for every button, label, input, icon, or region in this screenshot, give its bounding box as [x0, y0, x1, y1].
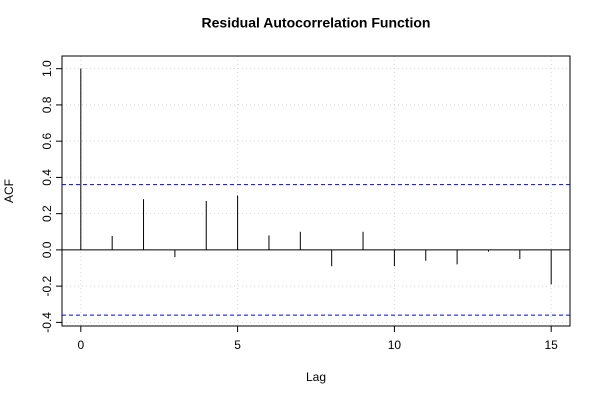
y-tick-label: 0.0 — [40, 241, 54, 258]
y-tick-label: 0.2 — [40, 205, 54, 222]
y-axis-label: ACF — [2, 179, 16, 203]
y-tick-label: -0.4 — [40, 312, 54, 333]
y-tick-label: 0.6 — [40, 133, 54, 150]
chart-title: Residual Autocorrelation Function — [202, 15, 431, 31]
x-tick-label: 0 — [77, 338, 84, 352]
y-tick-label: 0.8 — [40, 96, 54, 113]
x-tick-label: 10 — [388, 338, 402, 352]
plot-frame — [61, 55, 571, 327]
y-tick-label: -0.2 — [40, 275, 54, 296]
x-tick-label: 5 — [234, 338, 241, 352]
y-tick-label: 0.4 — [40, 169, 54, 186]
x-tick-label: 15 — [545, 338, 559, 352]
y-tick-label: 1.0 — [40, 60, 54, 77]
x-axis-label: Lag — [306, 370, 326, 384]
